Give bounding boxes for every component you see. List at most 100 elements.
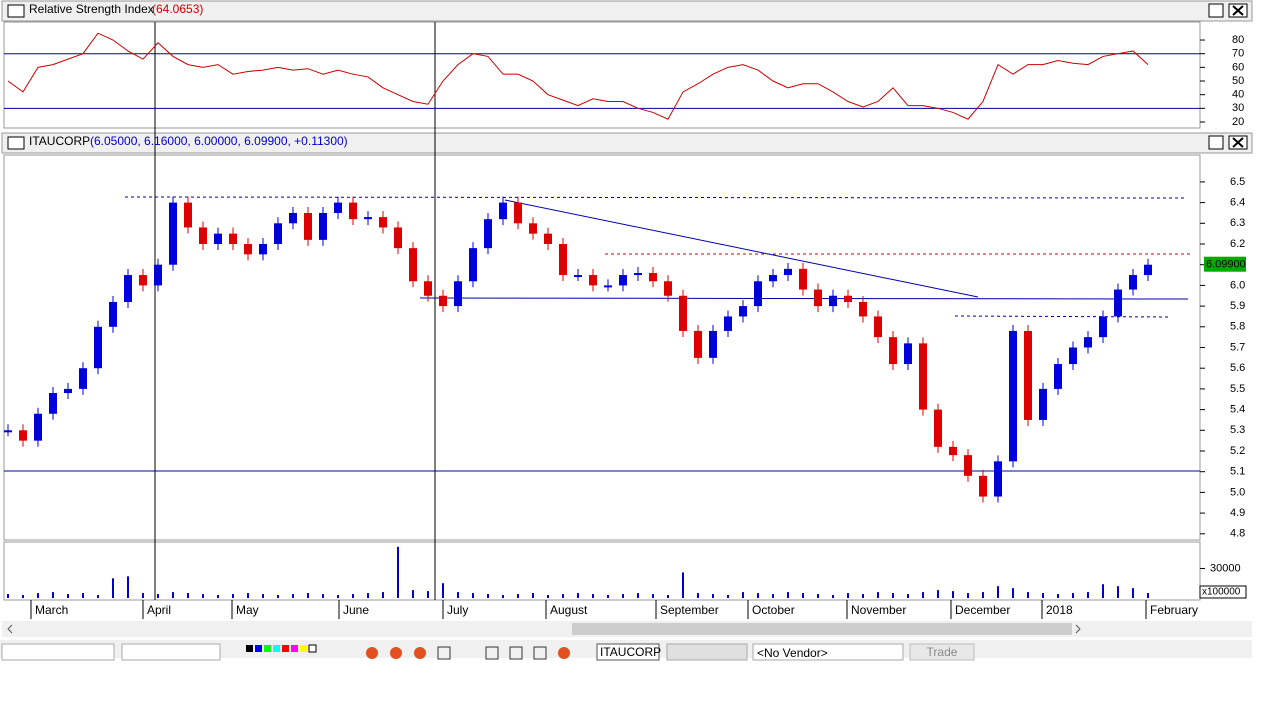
scroll-arrows[interactable] bbox=[7, 624, 1081, 634]
volume-bar bbox=[232, 594, 234, 598]
volume-bar bbox=[442, 583, 444, 598]
candle-body bbox=[994, 461, 1002, 497]
candle-body bbox=[544, 233, 552, 245]
trade-button[interactable]: Trade bbox=[927, 645, 958, 659]
volume-bar bbox=[97, 595, 99, 598]
volume-bar bbox=[172, 592, 174, 598]
candle-body bbox=[769, 275, 777, 282]
candle-body bbox=[139, 275, 147, 286]
volume-bar bbox=[367, 593, 369, 598]
candle-body bbox=[364, 217, 372, 220]
rsi-title: Relative Strength Index bbox=[29, 2, 154, 16]
candle-body bbox=[349, 202, 357, 220]
volume-bar bbox=[877, 592, 879, 598]
volume-bar bbox=[202, 594, 204, 598]
volume-bar bbox=[997, 586, 999, 598]
x-tick-label: August bbox=[550, 603, 588, 617]
candle-body bbox=[934, 409, 942, 447]
price-title: ITAUCORP bbox=[29, 134, 90, 148]
x-tick-label: July bbox=[447, 603, 468, 617]
candle-body bbox=[379, 217, 387, 228]
y-tick-label: 60 bbox=[1232, 61, 1244, 73]
volume-bar bbox=[1087, 592, 1089, 598]
candle-body bbox=[679, 295, 687, 331]
volume-bar bbox=[967, 593, 969, 598]
candle-body bbox=[739, 306, 747, 317]
ohlc-label: (6.05000, 6.16000, 6.00000, 6.09900, +0.… bbox=[90, 134, 348, 148]
volume-bar bbox=[1117, 586, 1119, 598]
candle-body bbox=[454, 281, 462, 307]
volume-bar bbox=[607, 595, 609, 598]
x-tick-label: October bbox=[752, 603, 795, 617]
y-tick-label: 50 bbox=[1232, 75, 1244, 87]
volume-bar bbox=[67, 594, 69, 598]
volume-bar bbox=[1027, 592, 1029, 598]
volume-bar bbox=[262, 594, 264, 598]
volume-bar bbox=[517, 594, 519, 598]
volume-bar bbox=[322, 594, 324, 598]
maximize-button[interactable] bbox=[1208, 135, 1224, 150]
volume-bar bbox=[82, 593, 84, 598]
scroll-thumb[interactable] bbox=[572, 623, 1072, 635]
tool-icons[interactable] bbox=[366, 646, 570, 660]
x-tick-label: November bbox=[851, 603, 906, 617]
volume-bar bbox=[682, 572, 684, 598]
volume-bar bbox=[637, 593, 639, 598]
color-swatches[interactable] bbox=[246, 644, 317, 653]
volume-bar bbox=[787, 592, 789, 598]
candle-body bbox=[574, 275, 582, 278]
y-tick-label: 6.2 bbox=[1230, 238, 1245, 250]
candle-body bbox=[1099, 316, 1107, 338]
panel-icon bbox=[7, 4, 25, 18]
candle-body bbox=[229, 233, 237, 245]
candle-body bbox=[694, 330, 702, 358]
price-header bbox=[1, 132, 1253, 154]
x-tick-label: December bbox=[955, 603, 1010, 617]
volume-bar bbox=[712, 594, 714, 598]
y-tick-label: 5.6 bbox=[1230, 362, 1245, 374]
symbol-box[interactable] bbox=[596, 643, 660, 661]
vendor-dropdown[interactable]: <No Vendor> bbox=[757, 646, 828, 660]
x-tick-label: 2018 bbox=[1046, 603, 1073, 617]
volume-bar bbox=[1057, 594, 1059, 598]
candle-body bbox=[979, 475, 987, 497]
candle-body bbox=[1084, 337, 1092, 348]
trade-box[interactable] bbox=[909, 643, 975, 661]
dropdown[interactable] bbox=[1, 643, 115, 661]
y-tick-label: 70 bbox=[1232, 48, 1244, 60]
volume-plot bbox=[3, 541, 1201, 601]
candle-body bbox=[154, 264, 162, 286]
volume-bar bbox=[922, 592, 924, 598]
candle-body bbox=[589, 275, 597, 286]
close-icon bbox=[1232, 5, 1244, 16]
x-tick-label: March bbox=[35, 603, 68, 617]
symbol-input[interactable]: ITAUCORP bbox=[600, 645, 661, 659]
y-tick-label: 80 bbox=[1232, 34, 1244, 46]
volume-bar bbox=[742, 592, 744, 598]
volume-bar bbox=[37, 593, 39, 598]
candle-body bbox=[949, 446, 957, 456]
dropdown[interactable] bbox=[666, 643, 748, 661]
maximize-button[interactable] bbox=[1208, 3, 1224, 18]
volume-bar bbox=[382, 592, 384, 598]
volume-bar bbox=[412, 590, 414, 598]
y-tick-label: 40 bbox=[1232, 89, 1244, 101]
volume-bar bbox=[862, 594, 864, 598]
candle-body bbox=[619, 275, 627, 286]
y-tick-label: 6.5 bbox=[1230, 176, 1245, 188]
candle-body bbox=[244, 244, 252, 255]
y-tick-label: 5.9 bbox=[1230, 300, 1245, 312]
volume-bar bbox=[337, 595, 339, 598]
y-tick-label: 5.7 bbox=[1230, 341, 1245, 353]
close-icon bbox=[1232, 137, 1244, 148]
candle-body bbox=[634, 272, 642, 276]
volume-bar bbox=[802, 593, 804, 598]
candle-body bbox=[79, 368, 87, 389]
y-tick-label: 5.4 bbox=[1230, 404, 1245, 416]
y-tick-label: 20 bbox=[1232, 116, 1244, 128]
vendor-box[interactable] bbox=[752, 643, 904, 661]
candle-body bbox=[1069, 347, 1077, 365]
volume-bar bbox=[577, 593, 579, 598]
volume-bar bbox=[547, 595, 549, 598]
dropdown[interactable] bbox=[121, 643, 221, 661]
